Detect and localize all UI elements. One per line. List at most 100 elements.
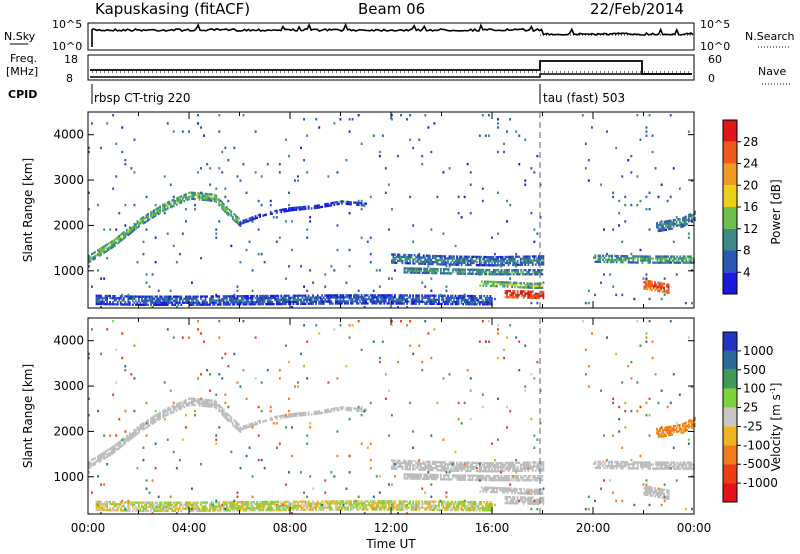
power-cell-f0 xyxy=(104,246,107,249)
velocity-cell-f3 xyxy=(468,478,471,481)
velocity-cell-f9 xyxy=(163,501,166,504)
power-cell-f8 xyxy=(678,220,681,223)
power-cell-f9 xyxy=(409,296,411,299)
power-noise-cell xyxy=(100,277,102,280)
power-cell-f0 xyxy=(177,198,180,201)
power-cell-f7 xyxy=(645,279,647,282)
power-cell-f9 xyxy=(465,298,467,302)
power-cell-f9 xyxy=(334,296,337,299)
power-cell-f9 xyxy=(306,296,308,299)
power-cell-f2 xyxy=(395,261,398,264)
power-cell-f1 xyxy=(345,200,348,203)
velocity-cell-f2 xyxy=(463,465,466,468)
power-cell-f6 xyxy=(630,261,633,264)
power-noise-cell xyxy=(100,306,102,309)
power-noise-cell xyxy=(124,159,127,162)
power-cell-f9 xyxy=(380,296,383,299)
velocity-cell-f2 xyxy=(448,463,451,466)
power-cell-f9 xyxy=(454,302,457,306)
power-cell-f9 xyxy=(377,296,380,299)
velocity-cell-f3 xyxy=(523,475,526,478)
power-cell-f7 xyxy=(658,284,661,287)
velocity-cell-f2 xyxy=(522,465,525,468)
power-cell-f0 xyxy=(203,194,205,197)
velocity-cell-f9 xyxy=(242,501,245,504)
power-cell-f2 xyxy=(442,255,445,258)
velocity-cell-f3 xyxy=(499,477,501,480)
power-cell-f3 xyxy=(418,271,421,274)
power-cell-f1 xyxy=(259,215,261,218)
station-title: Kapuskasing (fitACF) xyxy=(95,0,250,18)
velocity-cell-f6 xyxy=(647,465,650,468)
power-cell-f2 xyxy=(392,255,395,258)
velocity-cell-f5 xyxy=(516,498,519,501)
power-cell-f0 xyxy=(163,204,166,208)
velocity-cell-f0 xyxy=(218,406,221,409)
power-cell-f3 xyxy=(529,273,532,276)
power-cell-f7 xyxy=(649,286,652,289)
velocity-cell-f9 xyxy=(216,505,219,508)
power-cell-f9 xyxy=(386,302,389,305)
power-cell-f3 xyxy=(411,267,413,270)
velocity-cell-f6 xyxy=(615,467,618,470)
velocity-cell-f4 xyxy=(485,490,488,493)
velocity-cell-f0 xyxy=(100,453,102,456)
power-cell-f3 xyxy=(480,268,483,272)
velocity-cell-f1 xyxy=(325,410,328,414)
velocity-cell-f5 xyxy=(533,502,536,505)
power-cell-f9 xyxy=(338,302,340,305)
power-cell-f3 xyxy=(426,271,429,275)
power-noise-cell xyxy=(133,203,136,207)
velocity-cell-f2 xyxy=(488,464,490,467)
power-cell-f2 xyxy=(465,263,467,266)
velocity-cell-f6 xyxy=(658,467,660,470)
velocity-cell-f0 xyxy=(172,406,175,409)
power-noise-cell xyxy=(584,142,587,145)
power-cell-f9 xyxy=(174,303,177,306)
power-cell-f9 xyxy=(389,296,392,299)
velocity-cell-f9 xyxy=(109,502,111,506)
power-noise-cell xyxy=(621,240,624,243)
velocity-cell-f0 xyxy=(197,400,199,403)
power-cell-f9 xyxy=(484,299,487,302)
power-noise-cell xyxy=(533,228,536,231)
velocity-cell-f9 xyxy=(192,503,195,506)
power-cell-f2 xyxy=(453,261,455,264)
velocity-cell-f2 xyxy=(419,462,422,465)
power-cell-f5 xyxy=(522,294,525,297)
velocity-cell-f4 xyxy=(533,492,536,495)
velocity-cell-f3 xyxy=(485,474,488,478)
velocity-cell-f0 xyxy=(171,411,174,414)
velocity-cell-f9 xyxy=(144,509,146,512)
velocity-cell-f6 xyxy=(653,467,656,470)
power-cell-f9 xyxy=(186,299,189,302)
power-cell-f9 xyxy=(489,295,492,298)
velocity-cell-f0 xyxy=(106,449,108,452)
power-cell-f2 xyxy=(519,259,522,262)
velocity-cell-f2 xyxy=(394,465,396,468)
power-cell-f4 xyxy=(529,286,532,289)
velocity-cell-f2 xyxy=(444,469,446,472)
velocity-cell-f6 xyxy=(649,465,651,468)
velocity-cell-f4 xyxy=(538,488,541,491)
power-cell-f9 xyxy=(195,303,198,306)
velocity-cell-f2 xyxy=(466,465,469,468)
velocity-cell-f2 xyxy=(456,465,458,468)
power-cell-f9 xyxy=(171,303,174,306)
power-noise-cell xyxy=(278,171,281,174)
velocity-cell-f9 xyxy=(144,505,146,508)
power-cell-f7 xyxy=(646,281,649,285)
power-cell-f6 xyxy=(685,259,688,262)
power-cell-f8 xyxy=(683,220,686,223)
power-cell-f9 xyxy=(274,296,277,300)
power-cell-f2 xyxy=(418,262,421,265)
power-cell-f9 xyxy=(97,294,99,297)
power-cell-f1 xyxy=(245,218,248,221)
power-cell-f0 xyxy=(172,202,175,205)
velocity-cell-f2 xyxy=(484,470,487,473)
power-cell-f0 xyxy=(169,204,172,207)
power-noise-cell xyxy=(621,175,624,178)
power-cell-f9 xyxy=(380,300,383,303)
velocity-cell-f1 xyxy=(248,425,251,428)
power-cell-f2 xyxy=(478,259,481,263)
